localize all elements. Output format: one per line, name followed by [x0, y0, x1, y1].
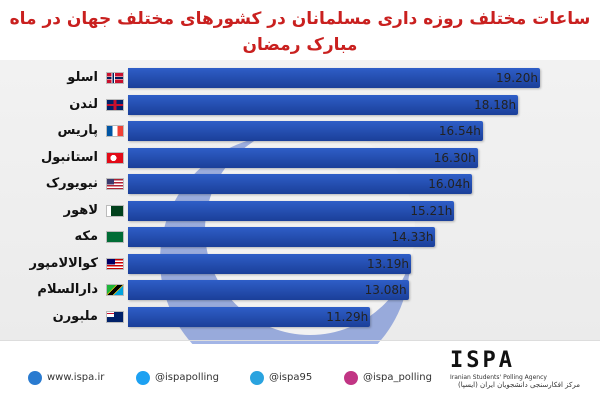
bar-row: دارالسلام 13.08h: [0, 278, 600, 302]
bar-row: مکه 14.33h: [0, 225, 600, 249]
value-label: 16.54h: [438, 124, 481, 138]
value-label: 14.33h: [391, 230, 434, 244]
usa-flag-icon: [106, 178, 124, 190]
ispa-logo: ISPA: [450, 348, 515, 373]
tanzania-flag-icon: [106, 284, 124, 296]
telegram-icon: [250, 371, 264, 385]
uk-flag-icon: [106, 98, 124, 111]
turkey-flag-icon: [106, 151, 124, 164]
website-link[interactable]: www.ispa.ir: [28, 370, 104, 386]
telegram-text: @ispa95: [269, 372, 313, 383]
ispa-logo-block: ISPA Iranian Students' Polling Agency مر…: [450, 348, 585, 398]
website-text: www.ispa.ir: [47, 372, 105, 383]
category-label: مکه: [74, 229, 99, 244]
value-label: 13.08h: [364, 283, 407, 297]
bar: [128, 227, 436, 247]
telegram-link[interactable]: @ispa95: [250, 370, 312, 386]
bar: [128, 94, 519, 115]
value-label: 11.29h: [326, 309, 369, 324]
bar: [128, 306, 371, 327]
chart-title: ساعات مختلف روزه داری مسلمانان در کشورها…: [9, 9, 591, 55]
agency-name-fa: مرکز افکارسنجی دانشجویان ایران (ایسپا): [457, 381, 580, 389]
footer: www.ispa.ir @ispapolling @ispa95 @ispa_p…: [0, 344, 600, 400]
value-label: 16.30h: [433, 150, 476, 165]
twitter-text: @ispapolling: [155, 372, 219, 383]
instagram-text: @ispa_polling: [363, 372, 432, 383]
bar: [128, 121, 483, 141]
instagram-icon: [344, 371, 358, 385]
bar: [128, 174, 473, 194]
value-label: 16.04h: [428, 177, 471, 191]
footer-divider: [0, 340, 600, 341]
france-flag-icon: [106, 125, 124, 137]
norway-flag-icon: [106, 72, 124, 84]
value-label: 13.19h: [367, 256, 409, 271]
bar: [128, 68, 540, 88]
category-label: کوالالامپور: [29, 255, 98, 271]
bar-row: ملبورن 11.29h: [0, 305, 600, 329]
bar-row: نیویورک 16.04h: [0, 172, 600, 196]
bar: [128, 147, 478, 168]
plot-area: اسلو 19.20h لندن 18.18h پاریس 16.54h استانبول 1…: [0, 60, 600, 385]
bar-row: کوالالامپور 13.19h: [0, 252, 600, 276]
value-label: 18.18h: [474, 97, 517, 112]
pakistan-flag-icon: [106, 204, 124, 217]
category-label: پاریس: [57, 123, 98, 138]
globe-icon: [28, 371, 42, 385]
bar: [128, 253, 412, 274]
twitter-icon: [136, 371, 150, 385]
malaysia-flag-icon: [106, 257, 124, 270]
category-label: دارالسلام: [37, 282, 98, 297]
value-label: 15.21h: [410, 203, 453, 218]
saudi-flag-icon: [106, 231, 124, 243]
australia-flag-icon: [106, 310, 124, 323]
category-label: ملبورن: [52, 308, 98, 324]
bar: [128, 200, 455, 221]
bar-row: اسلو 19.20h: [0, 66, 600, 90]
twitter-link[interactable]: @ispapolling: [136, 370, 219, 386]
bar: [128, 280, 409, 300]
value-label: 19.20h: [496, 71, 538, 85]
bar-row: استانبول 16.30h: [0, 146, 600, 170]
category-label: استانبول: [40, 149, 98, 165]
agency-name-en: Iranian Students' Polling Agency: [450, 374, 547, 381]
category-label: اسلو: [67, 70, 98, 85]
bar-row: پاریس 16.54h: [0, 119, 600, 143]
bar-row: لندن 18.18h: [0, 93, 600, 117]
category-label: لاهور: [63, 202, 98, 218]
category-label: نیویورک: [45, 176, 98, 191]
bar-row: لاهور 15.21h: [0, 199, 600, 223]
category-label: لندن: [69, 96, 98, 112]
instagram-link[interactable]: @ispa_polling: [344, 370, 432, 386]
